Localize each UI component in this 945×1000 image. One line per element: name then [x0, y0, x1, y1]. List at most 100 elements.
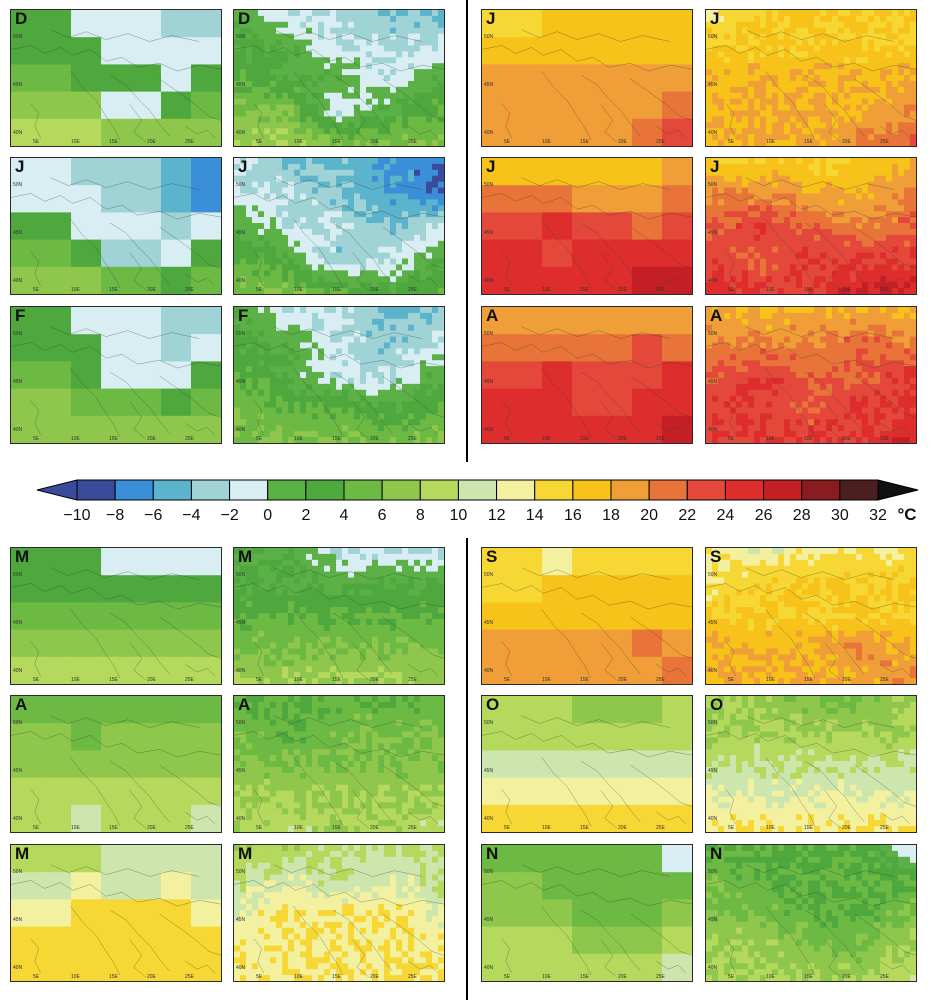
heatmap-cell — [897, 187, 905, 195]
heatmap-cell — [838, 228, 845, 236]
heatmap-cell — [294, 330, 301, 338]
heatmap-cell — [294, 181, 301, 189]
heatmap-cell — [329, 104, 337, 112]
heatmap-cell — [366, 246, 373, 254]
heatmap-cell — [324, 51, 331, 58]
heatmap-cell — [324, 75, 331, 82]
heatmap-cell — [324, 69, 331, 76]
heatmap-cell — [741, 51, 749, 58]
heatmap-cell — [287, 211, 295, 218]
heatmap-cell — [341, 92, 349, 100]
heatmap-cell — [420, 63, 427, 70]
heatmap-cell — [862, 276, 869, 283]
heatmap-cell — [729, 389, 737, 397]
heatmap-cell — [437, 389, 444, 397]
heatmap-cell — [130, 37, 162, 65]
heatmap-cell — [825, 270, 833, 277]
heatmap-cell — [801, 258, 809, 266]
heatmap-cell — [245, 324, 253, 332]
heatmap-cell — [425, 234, 433, 242]
heatmap-cell — [759, 258, 767, 266]
heatmap-cell — [395, 187, 403, 195]
heatmap-cell — [408, 205, 415, 212]
heatmap-cell — [771, 360, 779, 367]
heatmap-cell — [820, 181, 827, 189]
heatmap-cell — [287, 86, 295, 94]
heatmap-cell — [766, 360, 773, 367]
heatmap-cell — [754, 372, 761, 379]
heatmap-cell — [324, 360, 331, 367]
heatmap-cell — [855, 69, 863, 76]
heatmap-cell — [371, 27, 379, 35]
heatmap-cell — [825, 15, 833, 23]
heatmap-cell — [269, 330, 277, 338]
heatmap-cell — [341, 63, 349, 70]
heatmap-cell — [759, 372, 767, 379]
heatmap-cell — [234, 348, 241, 355]
heatmap-cell — [324, 211, 331, 218]
heatmap-cell — [741, 98, 749, 106]
heatmap-cell — [264, 389, 271, 397]
longitude-tick-label: 20E — [618, 139, 627, 145]
heatmap-cell — [324, 348, 331, 355]
heatmap-cell — [287, 116, 295, 123]
heatmap-cell — [897, 330, 905, 338]
heatmap-cell — [437, 110, 444, 118]
heatmap-cell — [395, 10, 403, 17]
heatmap-cell — [294, 69, 301, 76]
heatmap-cell — [843, 389, 851, 397]
heatmap-cell — [796, 307, 803, 314]
heatmap-cell — [269, 187, 277, 195]
heatmap-cell — [287, 276, 295, 283]
heatmap-cell — [892, 158, 899, 165]
heatmap-cell — [736, 307, 743, 314]
heatmap-cell — [601, 388, 633, 417]
heatmap-cell — [378, 389, 385, 397]
heatmap-cell — [402, 366, 409, 373]
heatmap-cell — [408, 134, 415, 141]
heatmap-cell — [366, 395, 373, 403]
heatmap-cell — [783, 282, 791, 289]
heatmap-cell — [383, 163, 391, 171]
heatmap-cell — [383, 383, 391, 391]
heatmap-cell — [264, 246, 271, 254]
heatmap-cell — [366, 360, 373, 367]
heatmap-cell — [892, 336, 899, 344]
heatmap-cell — [318, 51, 325, 58]
heatmap-cell — [778, 134, 785, 141]
heatmap-cell — [808, 122, 815, 129]
heatmap-cell — [425, 134, 433, 141]
heatmap-cell — [269, 104, 277, 112]
heatmap-cell — [336, 134, 343, 141]
heatmap-cell — [324, 10, 331, 17]
heatmap-cell — [736, 282, 743, 289]
heatmap-cell — [825, 39, 833, 47]
heatmap-cell — [820, 175, 827, 183]
coastline-border — [382, 78, 444, 121]
heatmap-cell — [874, 258, 881, 266]
heatmap-cell — [294, 276, 301, 283]
heatmap-cell — [432, 366, 439, 373]
heatmap-cell — [601, 212, 633, 241]
longitude-tick-label: 20E — [842, 139, 851, 145]
heatmap-cell — [348, 57, 355, 64]
heatmap-cell — [306, 80, 313, 88]
heatmap-cell — [862, 45, 869, 52]
heatmap-cell — [880, 240, 887, 248]
heatmap-cell — [432, 372, 439, 379]
heatmap-cell — [729, 372, 737, 379]
heatmap-cell — [360, 240, 367, 248]
heatmap-cell — [808, 276, 815, 283]
heatmap-cell — [269, 15, 277, 23]
heatmap-cell — [771, 21, 779, 29]
heatmap-cell — [190, 307, 221, 335]
heatmap-cell — [257, 169, 265, 177]
heatmap-cell — [276, 110, 283, 118]
heatmap-cell — [276, 407, 283, 415]
heatmap-cell — [717, 264, 725, 271]
heatmap-cell — [904, 288, 911, 294]
heatmap-cell — [287, 354, 295, 361]
heatmap-cell — [843, 282, 851, 289]
heatmap-cell — [329, 425, 337, 432]
heatmap-cell — [897, 366, 905, 373]
